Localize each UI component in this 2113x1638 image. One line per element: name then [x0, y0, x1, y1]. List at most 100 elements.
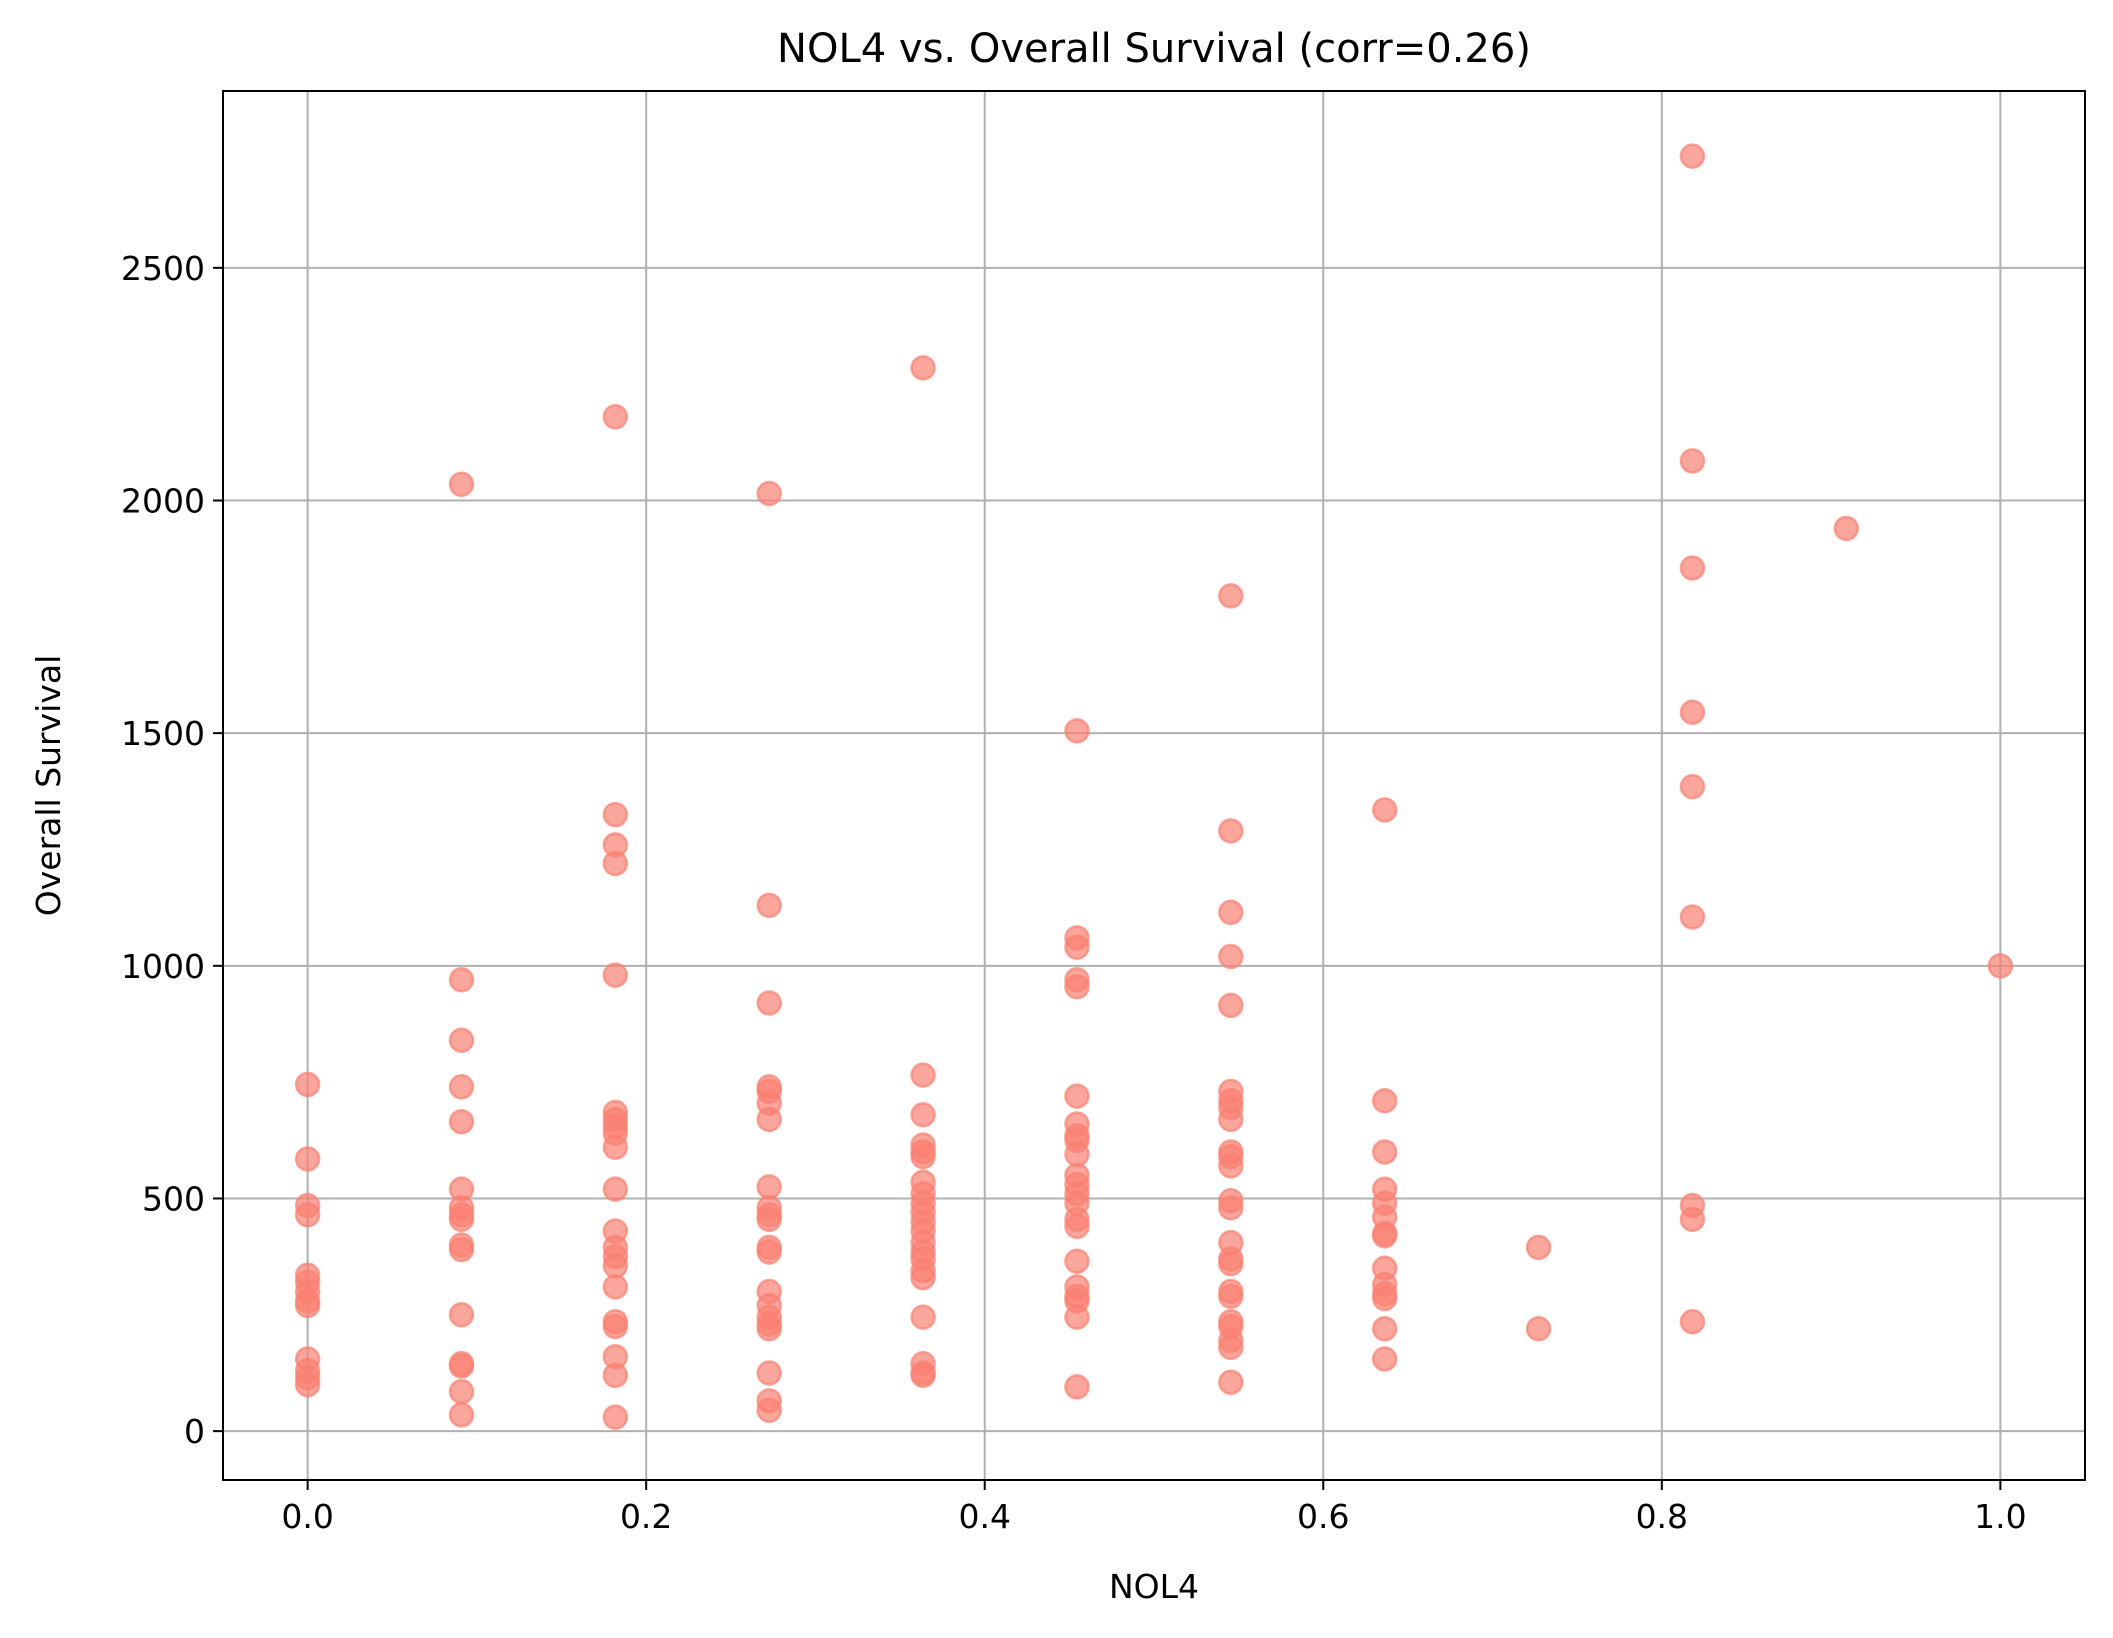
data-point: [1064, 1248, 1090, 1275]
data-point: [448, 967, 475, 993]
data-point: [1525, 1234, 1552, 1261]
data-point: [1679, 1206, 1706, 1233]
data-point: [1833, 515, 1860, 542]
data-point: [910, 1264, 936, 1291]
data-point: [448, 1108, 475, 1135]
data-point: [448, 1302, 475, 1328]
chart-title: NOL4 vs. Overall Survival (corr=0.26): [777, 26, 1531, 72]
y-axis-ticks: 0 500 1000 1500 2000 2500: [121, 249, 223, 1451]
data-point: [1064, 934, 1090, 960]
y-tick-label: 2500: [121, 249, 205, 288]
data-point: [602, 801, 629, 828]
data-point: [1218, 1195, 1244, 1221]
x-tick-label: 0.0: [281, 1497, 333, 1536]
data-point: [1371, 1316, 1398, 1342]
data-point: [602, 1134, 629, 1161]
data-point: [1218, 992, 1244, 1019]
data-point: [294, 1146, 321, 1172]
data-point: [756, 1239, 782, 1265]
data-point: [1525, 1316, 1552, 1342]
data-point: [756, 1397, 782, 1423]
data-point: [602, 1176, 629, 1202]
data-point: [602, 1274, 629, 1300]
data-point: [756, 990, 782, 1016]
y-tick-label: 500: [142, 1179, 205, 1218]
data-point: [294, 1292, 321, 1319]
grid-lines: [223, 91, 2085, 1480]
data-point: [1064, 1141, 1090, 1168]
data-point: [910, 1062, 936, 1088]
data-point: [602, 1404, 629, 1430]
data-point: [1371, 1222, 1398, 1249]
data-point: [602, 1313, 629, 1340]
data-point: [1218, 1369, 1244, 1396]
data-point: [1371, 797, 1398, 823]
data-point: [910, 355, 936, 381]
data-point: [1679, 773, 1706, 800]
data-point: [448, 1353, 475, 1379]
data-point: [1218, 899, 1244, 926]
data-point: [294, 1071, 321, 1098]
data-point: [602, 1253, 629, 1279]
y-tick-label: 2000: [121, 481, 205, 520]
data-point: [1218, 1106, 1244, 1133]
data-point: [602, 403, 629, 430]
data-point: [910, 1101, 936, 1128]
data-point: [756, 1206, 782, 1233]
data-point: [1064, 1213, 1090, 1240]
data-point: [910, 1362, 936, 1389]
data-point: [1218, 583, 1244, 609]
data-point: [1679, 699, 1706, 725]
data-point: [602, 850, 629, 877]
data-point: [448, 471, 475, 497]
data-point: [448, 1027, 475, 1054]
data-point: [1371, 1088, 1398, 1114]
data-point: [756, 1360, 782, 1386]
data-point: [1679, 555, 1706, 581]
data-point: [1679, 143, 1706, 169]
data-point: [1064, 1374, 1090, 1400]
x-axis-ticks: 0.0 0.2 0.4 0.6 0.8 1.0: [281, 1480, 2027, 1536]
data-point: [602, 1362, 629, 1389]
data-point: [1218, 1153, 1244, 1179]
data-point: [910, 1304, 936, 1330]
data-point: [756, 892, 782, 919]
data-point: [1218, 1334, 1244, 1361]
data-point: [602, 962, 629, 988]
data-point: [1064, 718, 1090, 744]
data-point: [1218, 1250, 1244, 1277]
y-tick-label: 1500: [121, 714, 205, 753]
x-tick-label: 0.4: [958, 1497, 1010, 1536]
data-point: [294, 1202, 321, 1228]
data-point: [756, 1106, 782, 1133]
data-point: [910, 1143, 936, 1170]
x-tick-label: 1.0: [1974, 1497, 2026, 1536]
data-point: [448, 1074, 475, 1100]
data-point: [1218, 943, 1244, 970]
plot-frame: [222, 90, 2086, 1481]
data-point: [448, 1206, 475, 1233]
data-point: [756, 480, 782, 507]
data-point: [1064, 974, 1090, 1000]
y-tick-label: 1000: [121, 947, 205, 986]
y-axis-title: Overall Survival: [29, 655, 68, 916]
data-point: [1371, 1139, 1398, 1165]
data-point: [1218, 818, 1244, 844]
data-point: [1371, 1285, 1398, 1312]
data-point: [1064, 1083, 1090, 1109]
x-tick-label: 0.8: [1636, 1497, 1688, 1536]
data-point: [756, 1316, 782, 1342]
data-point: [756, 1174, 782, 1200]
data-point: [1371, 1346, 1398, 1372]
data-point: [448, 1236, 475, 1263]
data-point: [1679, 448, 1706, 474]
x-axis-title: NOL4: [1109, 1567, 1199, 1606]
data-point: [1679, 1309, 1706, 1335]
data-point: [294, 1371, 321, 1398]
y-tick-label: 0: [184, 1412, 205, 1451]
data-point: [1218, 1283, 1244, 1309]
x-tick-label: 0.2: [620, 1497, 672, 1536]
x-tick-label: 0.6: [1297, 1497, 1349, 1536]
